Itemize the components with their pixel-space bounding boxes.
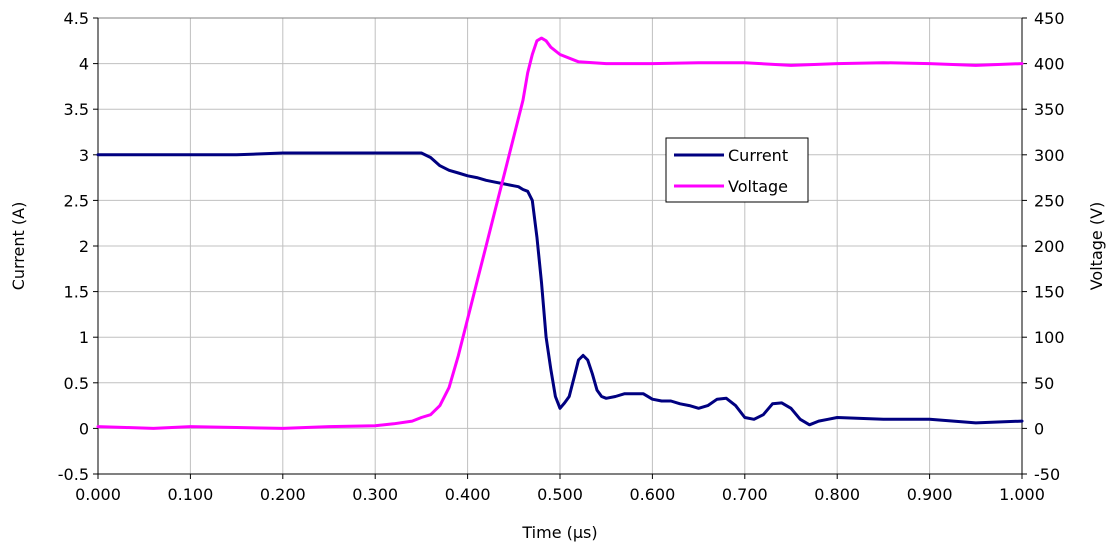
y-right-tick-label: -50 — [1034, 465, 1060, 484]
y-left-tick-label: 0 — [79, 419, 89, 438]
legend-box — [665, 137, 809, 203]
y-left-tick-label: 2.5 — [64, 191, 89, 210]
legend-label-current: Current — [728, 146, 788, 165]
legend: Current Voltage — [665, 137, 809, 203]
y-right-tick-label: 150 — [1034, 283, 1065, 302]
x-tick-label: 0.900 — [907, 485, 953, 504]
y-right-tick-label: 450 — [1034, 9, 1065, 28]
x-axis: 0.000 0.100 0.200 0.300 0.400 0.500 0.600 0.700… — [75, 473, 1045, 504]
x-tick-label: 0.700 — [722, 485, 768, 504]
y-left-tick-label: 1.5 — [64, 283, 89, 302]
series-line-current — [96, 151, 1024, 427]
y-left-tick-label: 4 — [79, 55, 89, 74]
x-tick-label: 0.300 — [352, 485, 398, 504]
y-right-tick-label: 200 — [1034, 237, 1065, 256]
y-left-tick-label: 3.5 — [64, 100, 89, 119]
x-tick-label: 0.600 — [629, 485, 675, 504]
y-left-tick-label: 4.5 — [64, 9, 89, 28]
y-axis-left: -0.5 0 0.5 1 1.5 2 2.5 3 3.5 4 4.5 — [58, 9, 99, 484]
x-tick-label: 0.400 — [445, 485, 491, 504]
y-right-tick-label: 50 — [1034, 374, 1054, 393]
x-tick-label: 0.100 — [167, 485, 213, 504]
x-tick-label: 0.500 — [537, 485, 583, 504]
series-line-voltage — [96, 36, 1024, 430]
y-axis-right-title: Voltage (V) — [1087, 202, 1106, 291]
y-axis-left-title: Current (A) — [9, 202, 28, 291]
y-right-tick-label: 400 — [1034, 55, 1065, 74]
y-left-tick-label: -0.5 — [58, 465, 89, 484]
y-left-tick-label: 3 — [79, 146, 89, 165]
y-right-tick-label: 0 — [1034, 419, 1044, 438]
y-left-tick-label: 1 — [79, 328, 89, 347]
series-lines — [96, 36, 1024, 430]
x-tick-label: 0.800 — [814, 485, 860, 504]
y-right-tick-label: 100 — [1034, 328, 1065, 347]
x-axis-title: Time (μs) — [521, 523, 597, 542]
x-tick-label: 0.200 — [260, 485, 306, 504]
y-right-tick-label: 300 — [1034, 146, 1065, 165]
y-right-tick-label: 350 — [1034, 100, 1065, 119]
y-left-tick-label: 0.5 — [64, 374, 89, 393]
y-axis-right: -50 0 50 100 150 200 250 300 350 400 450 — [1021, 9, 1065, 484]
x-tick-label: 0.000 — [75, 485, 121, 504]
y-right-tick-label: 250 — [1034, 191, 1065, 210]
y-left-tick-label: 2 — [79, 237, 89, 256]
x-tick-label: 1.000 — [999, 485, 1045, 504]
legend-label-voltage: Voltage — [728, 177, 788, 196]
